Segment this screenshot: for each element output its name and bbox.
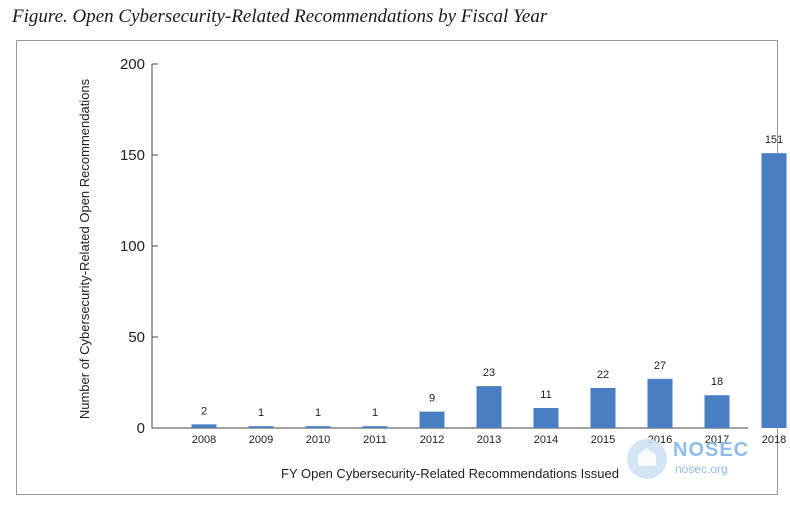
- x-tick-label: 2017: [705, 434, 729, 446]
- data-label: 18: [711, 376, 723, 388]
- data-label: 11: [540, 389, 551, 401]
- y-axis-title: Number of Cybersecurity-Related Open Rec…: [77, 78, 92, 419]
- bar: [191, 424, 217, 428]
- x-tick-label: 2015: [591, 434, 615, 446]
- bar: [590, 387, 616, 428]
- y-tick-label: 150: [120, 147, 145, 164]
- watermark: NOSEC nosec.org: [627, 437, 750, 487]
- data-label: 23: [483, 367, 495, 379]
- bar: [647, 378, 673, 428]
- x-axis-title: FY Open Cybersecurity-Related Recommenda…: [281, 466, 619, 481]
- data-label: 2: [201, 405, 207, 417]
- y-tick-label: 0: [137, 420, 145, 437]
- bar: [248, 426, 274, 428]
- data-label: 9: [429, 393, 435, 405]
- data-label: 1: [315, 407, 321, 419]
- bar: [476, 386, 502, 428]
- y-tick-label: 50: [128, 329, 145, 346]
- y-tick-label: 200: [120, 56, 145, 73]
- bar: [305, 426, 331, 428]
- y-tick-label: 100: [120, 238, 145, 255]
- x-tick-label: 2011: [363, 434, 387, 446]
- x-tick-label: 2012: [420, 434, 444, 446]
- watermark-logo-icon: [627, 439, 667, 479]
- data-label: 27: [654, 360, 666, 372]
- figure-title: Figure. Open Cybersecurity-Related Recom…: [12, 6, 548, 27]
- bar: [362, 426, 388, 428]
- data-label: 151: [765, 134, 783, 146]
- bar: [704, 395, 730, 428]
- x-tick-label: 2009: [249, 434, 273, 446]
- watermark-url: nosec.org: [675, 462, 728, 476]
- bar: [419, 411, 445, 428]
- data-label: 22: [597, 369, 609, 381]
- x-tick-label: 2013: [477, 434, 501, 446]
- x-tick-label: 2008: [192, 434, 216, 446]
- bar: [761, 153, 787, 428]
- bar: [533, 407, 559, 428]
- x-tick-label: 2010: [306, 434, 330, 446]
- data-label: 1: [258, 407, 264, 419]
- x-tick-label: 2018: [762, 434, 786, 446]
- x-tick-label: 2014: [534, 434, 558, 446]
- watermark-name: NOSEC: [673, 439, 750, 461]
- data-label: 1: [372, 407, 378, 419]
